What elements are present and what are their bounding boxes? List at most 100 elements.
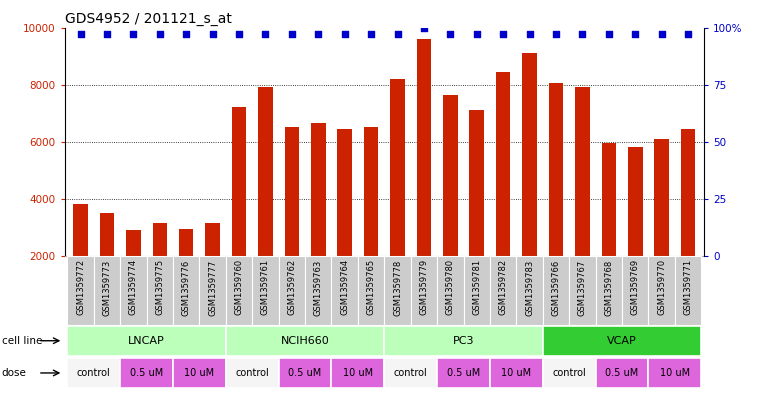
Bar [147,256,173,325]
Bar [628,147,642,256]
Text: GSM1359776: GSM1359776 [182,259,191,316]
Bar [543,358,596,388]
Text: GSM1359762: GSM1359762 [288,259,296,316]
Text: GSM1359766: GSM1359766 [552,259,561,316]
Point [206,31,218,37]
Bar [681,129,696,256]
Bar [654,139,669,256]
Point [603,31,615,37]
Bar [411,256,437,325]
Point [127,31,139,37]
Text: GSM1359764: GSM1359764 [340,259,349,316]
Point [418,24,430,31]
Text: GSM1359783: GSM1359783 [525,259,534,316]
Bar [596,256,622,325]
Point [339,31,351,37]
Text: GSM1359779: GSM1359779 [419,259,428,316]
Text: GSM1359773: GSM1359773 [103,259,111,316]
Point [655,31,667,37]
Bar [470,110,484,256]
Text: GDS4952 / 201121_s_at: GDS4952 / 201121_s_at [65,12,231,26]
Text: GSM1359768: GSM1359768 [604,259,613,316]
Text: 0.5 uM: 0.5 uM [447,368,480,378]
Text: control: control [552,368,586,378]
Bar [490,358,543,388]
Bar [384,358,437,388]
Bar [67,358,120,388]
Bar [675,256,702,325]
Bar [384,326,543,356]
Text: 0.5 uM: 0.5 uM [606,368,638,378]
Bar [226,358,279,388]
Text: GSM1359767: GSM1359767 [578,259,587,316]
Text: GSM1359771: GSM1359771 [683,259,693,316]
Text: control: control [235,368,269,378]
Text: control: control [394,368,428,378]
Text: NCIH660: NCIH660 [281,336,330,346]
Bar [279,256,305,325]
Text: GSM1359781: GSM1359781 [473,259,481,316]
Point [286,31,298,37]
Text: GSM1359775: GSM1359775 [155,259,164,316]
Point [391,31,403,37]
Text: GSM1359778: GSM1359778 [393,259,402,316]
Point [682,31,694,37]
Bar [226,326,384,356]
Text: PC3: PC3 [453,336,474,346]
Bar [648,358,702,388]
Bar [543,256,569,325]
Bar [305,256,332,325]
Text: GSM1359777: GSM1359777 [208,259,217,316]
Bar [126,230,141,256]
Text: GSM1359774: GSM1359774 [129,259,138,316]
Text: 0.5 uM: 0.5 uM [288,368,322,378]
Point [524,31,536,37]
Bar [199,256,226,325]
Bar [226,256,252,325]
Bar [575,88,590,256]
Bar [622,256,648,325]
Text: 10 uM: 10 uM [342,368,373,378]
Bar [490,256,517,325]
Point [75,31,87,37]
Point [180,31,193,37]
Bar [390,79,405,256]
Point [470,31,482,37]
Text: 10 uM: 10 uM [501,368,531,378]
Text: GSM1359761: GSM1359761 [261,259,270,316]
Point [312,31,324,37]
Bar [73,204,88,256]
Bar [258,88,272,256]
Text: LNCAP: LNCAP [128,336,165,346]
Point [550,31,562,37]
Point [260,31,272,37]
Point [101,31,113,37]
Bar [384,256,411,325]
Bar [332,256,358,325]
Text: GSM1359770: GSM1359770 [658,259,666,316]
Text: 10 uM: 10 uM [184,368,215,378]
Bar [252,256,279,325]
Text: 10 uM: 10 uM [660,368,690,378]
Bar [463,256,490,325]
Bar [94,256,120,325]
Point [365,31,377,37]
Bar [67,326,226,356]
Bar [337,129,352,256]
Bar [648,256,675,325]
Bar [285,127,299,256]
Bar [120,358,173,388]
Bar [67,256,94,325]
Point [233,31,245,37]
Bar [173,358,226,388]
Bar [601,143,616,256]
Bar [358,256,384,325]
Bar [417,39,431,256]
Point [629,31,642,37]
Bar [364,127,378,256]
Bar [232,107,247,256]
Bar [496,72,511,256]
Bar [120,256,147,325]
Bar [152,223,167,256]
Bar [443,95,457,256]
